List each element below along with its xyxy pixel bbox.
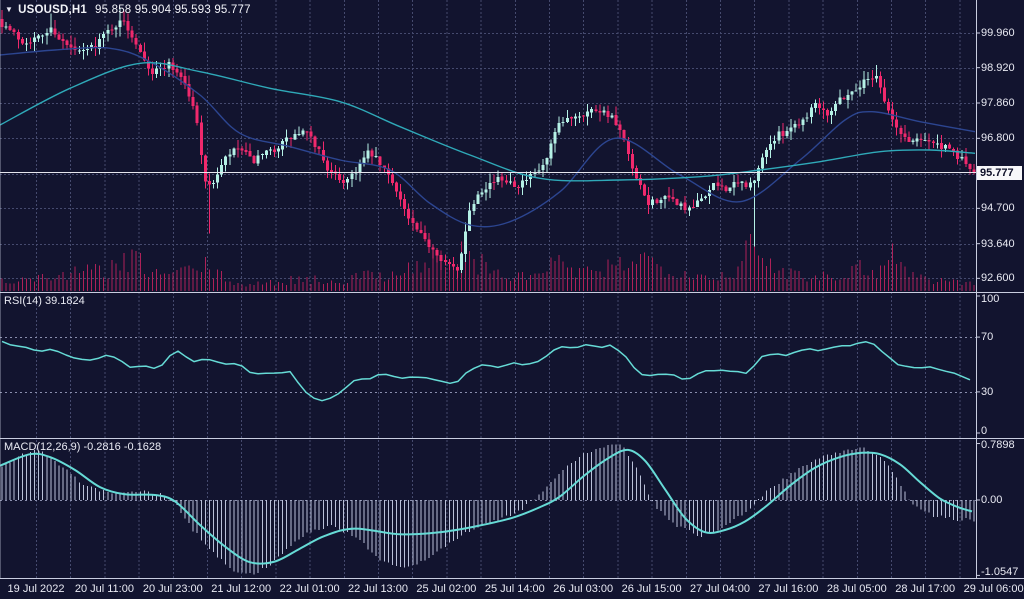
- time-tick-label: 25 Jul 02:00: [416, 583, 477, 595]
- time-tick-label: 25 Jul 14:00: [484, 583, 545, 595]
- time-tick-label: 22 Jul 01:00: [279, 583, 340, 595]
- rsi-tick-label: 0: [981, 425, 988, 437]
- rsi-tick-label: 30: [981, 385, 994, 398]
- rsi-tick-label: 70: [981, 331, 994, 344]
- time-tick-label: 20 Jul 23:00: [142, 583, 203, 595]
- rsi-layer: [1, 340, 971, 402]
- time-tick-label: 28 Jul 17:00: [895, 583, 956, 595]
- time-tick-label: 29 Jul 06:00: [963, 583, 1024, 595]
- symbol-dropdown-icon[interactable]: ▼: [5, 5, 14, 14]
- current-price-badge: 95.777: [977, 165, 1022, 180]
- time-tick-label: 26 Jul 03:00: [553, 583, 614, 595]
- macd-layer: [0, 444, 975, 575]
- rsi-line: [1, 340, 971, 402]
- price-tick-label: 94.700: [981, 202, 1015, 215]
- slow-ma-line: [0, 62, 976, 182]
- macd-indicator-label: MACD(12,26,9) -0.2816 -0.1628: [4, 441, 162, 453]
- macd-tick-label: 0.7898: [981, 439, 1015, 451]
- ohlc-values: 95.858 95.904 95.593 95.777: [95, 4, 251, 16]
- candles-layer: [0, 7, 976, 279]
- price-tick-label: 96.800: [981, 132, 1015, 145]
- rsi-tick-label: 100: [981, 293, 1000, 305]
- time-tick-label: 21 Jul 12:00: [211, 583, 272, 595]
- price-tick-label: 98.920: [981, 61, 1015, 74]
- price-tick-label: 92.600: [981, 272, 1015, 285]
- time-tick-label: 19 Jul 2022: [7, 583, 65, 595]
- macd-tick-label: 0.00: [981, 494, 1003, 506]
- grid-layer: [0, 0, 976, 578]
- time-tick-label: 27 Jul 04:00: [690, 583, 750, 595]
- frame-layer: [0, 0, 1024, 579]
- time-tick-label: 22 Jul 13:00: [348, 583, 408, 595]
- rsi-indicator-label: RSI(14) 39.1824: [4, 295, 85, 307]
- fast-ma-line: [0, 46, 976, 228]
- symbol-header: ▼ USOUSD,H1 95.858 95.904 95.593 95.777: [5, 4, 251, 16]
- macd-tick-label: -1.0547: [981, 566, 1019, 578]
- macd-signal-line: [0, 448, 973, 565]
- price-tick-label: 97.860: [981, 96, 1015, 109]
- time-tick-label: 20 Jul 11:00: [74, 583, 134, 595]
- volume-layer: [1, 233, 975, 291]
- time-tick-label: 26 Jul 15:00: [621, 583, 682, 595]
- price-tick-label: 99.960: [981, 26, 1015, 39]
- moving-averages-layer: [0, 46, 976, 228]
- symbol-title: USOUSD,H1: [18, 4, 88, 16]
- time-tick-label: 27 Jul 16:00: [758, 583, 819, 595]
- price-tick-label: 93.640: [981, 237, 1015, 250]
- time-tick-label: 28 Jul 05:00: [826, 583, 887, 595]
